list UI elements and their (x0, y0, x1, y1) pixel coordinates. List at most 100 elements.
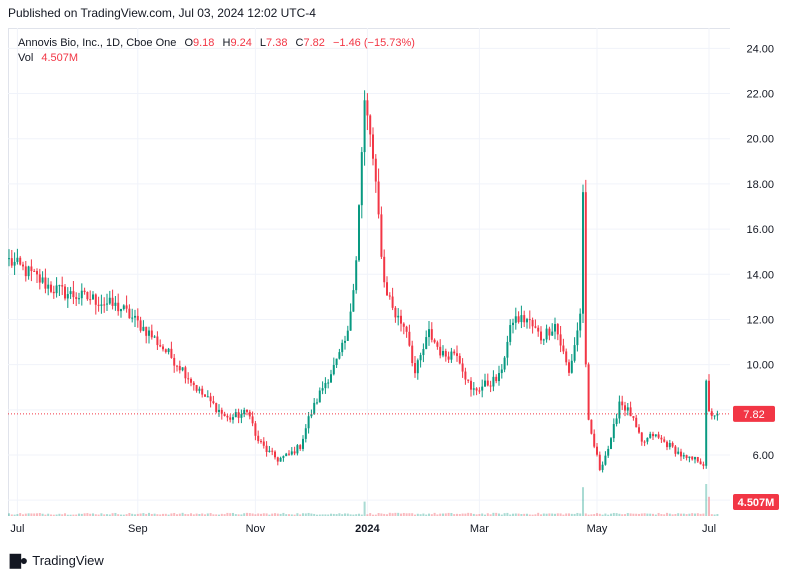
candle-body (268, 450, 271, 453)
candle-body (190, 378, 192, 383)
y-tick-label-1: 22.00 (746, 89, 774, 101)
candle (615, 413, 618, 427)
volume-bar (75, 514, 78, 516)
candle-body (150, 330, 153, 338)
volume-bar (610, 513, 612, 516)
volume-bar (414, 514, 416, 516)
candle-body (75, 297, 78, 299)
candle (254, 420, 257, 441)
candle-body (8, 258, 10, 260)
volume-bar (215, 514, 218, 516)
volume-bar (464, 513, 467, 516)
candle (167, 347, 170, 355)
candle (50, 281, 52, 294)
y-tick-label-3: 18.00 (746, 179, 774, 191)
volume-bar (593, 514, 596, 516)
candle (444, 348, 447, 362)
chart-frame[interactable] (8, 28, 730, 516)
volume-bar (106, 514, 108, 516)
candle (89, 290, 92, 305)
candle-body (618, 401, 621, 419)
candle (559, 325, 562, 353)
candle (666, 440, 668, 451)
volume-bar (41, 513, 44, 516)
candle (484, 373, 486, 387)
candle (601, 461, 604, 473)
volume-bar (716, 514, 719, 516)
volume-bar (316, 514, 318, 516)
candle (372, 127, 374, 166)
candle-body (405, 326, 408, 332)
volume-bar (573, 513, 576, 516)
candle (153, 335, 156, 339)
candle (646, 437, 649, 445)
candle (243, 407, 246, 418)
volume-bar (705, 484, 708, 516)
candle (470, 377, 472, 397)
candle (629, 401, 632, 417)
candle (584, 179, 587, 368)
candle-body (251, 416, 254, 424)
volume-bar (120, 514, 122, 516)
volume-bar (442, 513, 444, 516)
candle-body (192, 382, 195, 386)
candle-body (450, 351, 453, 360)
volume-bar (122, 514, 125, 516)
candle (299, 444, 302, 451)
candle-body (355, 260, 358, 291)
volume-bar (108, 514, 111, 516)
candle (148, 326, 150, 344)
volume-bar (587, 514, 590, 516)
volume-bar (612, 512, 615, 516)
candle-body (19, 257, 22, 265)
volume-bar (405, 513, 408, 516)
volume-bar (279, 513, 282, 516)
candle-body (688, 456, 691, 459)
candle (13, 252, 16, 275)
volume-bar (514, 513, 517, 516)
candle (262, 437, 265, 449)
candle-body (573, 345, 576, 361)
candle-body (271, 450, 274, 452)
candle-body (517, 316, 520, 323)
candle (439, 339, 442, 359)
volume-bar (590, 514, 593, 516)
candle (117, 293, 120, 316)
volume-bar (713, 514, 716, 516)
candle (327, 379, 330, 389)
candle (139, 316, 142, 333)
candle-body (240, 414, 243, 418)
candle (176, 365, 178, 372)
volume-bar (439, 513, 442, 516)
candle (604, 451, 607, 466)
candle-body (702, 464, 705, 466)
y-tick-label-0: 24.00 (746, 43, 774, 55)
x-tick-label-3: 2024 (355, 523, 380, 535)
candle (8, 249, 10, 267)
candle-body (346, 330, 349, 341)
candle (30, 259, 33, 282)
tradingview-brand[interactable]: ▇● TradingView (10, 552, 104, 569)
volume-bar (128, 513, 131, 516)
candle (419, 352, 422, 368)
candle-body (170, 348, 173, 358)
candle (24, 260, 27, 282)
candle-body (582, 192, 584, 314)
candle (114, 296, 117, 311)
volume-bar (568, 513, 570, 516)
volume-bar (579, 513, 582, 516)
candle-body (117, 302, 120, 312)
candle-body (464, 371, 467, 380)
volume-bar (125, 514, 128, 516)
candle-body (677, 451, 680, 454)
candle-body (10, 258, 13, 266)
volume-bar (335, 514, 338, 516)
volume-bar (181, 512, 184, 516)
candle (38, 268, 41, 290)
volume-bar (47, 513, 50, 516)
volume-bar (554, 513, 556, 516)
candle (100, 294, 103, 314)
candle-body (570, 360, 573, 373)
volume-bar (72, 514, 75, 516)
